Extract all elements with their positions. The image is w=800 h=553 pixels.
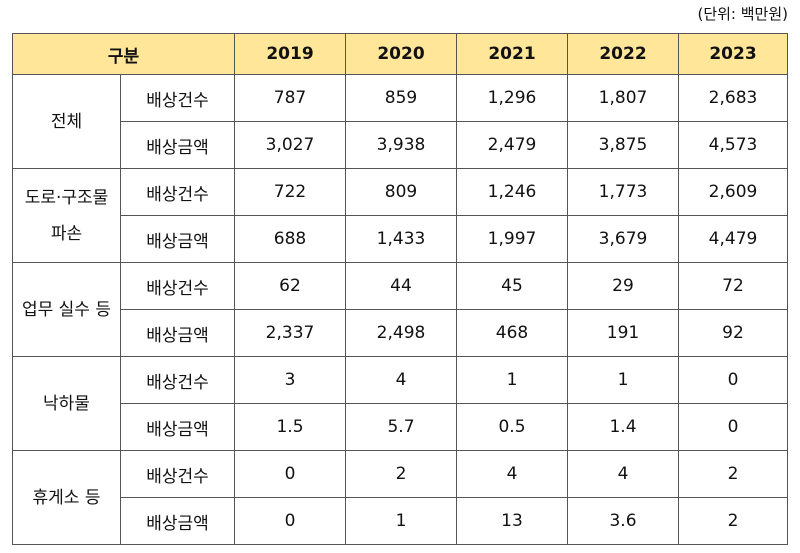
header-year: 2022	[567, 33, 679, 75]
metric-label: 배상금액	[120, 403, 235, 451]
value-cell: 0.5	[456, 403, 568, 451]
value-cell: 1,433	[345, 215, 457, 263]
metric-label: 배상금액	[120, 309, 235, 357]
category-label: 낙하물	[43, 393, 90, 414]
value-cell: 1,773	[567, 168, 679, 216]
value-cell: 3,027	[234, 121, 346, 169]
value-cell: 29	[567, 262, 679, 310]
value-cell: 787	[234, 74, 346, 122]
category-cell: 업무 실수 등	[12, 262, 121, 357]
table-row: 배상금액 2,337 2,498 468 191 92	[13, 309, 788, 357]
value-cell: 2,337	[234, 309, 346, 357]
value-cell: 0	[234, 450, 346, 498]
value-cell: 1,807	[567, 74, 679, 122]
value-cell: 0	[678, 356, 788, 404]
value-cell: 1,296	[456, 74, 568, 122]
value-cell: 688	[234, 215, 346, 263]
header-year: 2023	[678, 33, 788, 75]
header-year: 2019	[234, 33, 346, 75]
table-row: 배상금액 688 1,433 1,997 3,679 4,479	[13, 215, 788, 263]
category-label: 도로·구조물	[24, 187, 109, 208]
value-cell: 72	[678, 262, 788, 310]
value-cell: 45	[456, 262, 568, 310]
table-row: 배상금액 3,027 3,938 2,479 3,875 4,573	[13, 121, 788, 169]
header-year: 2021	[456, 33, 568, 75]
table-row: 배상금액 1.5 5.7 0.5 1.4 0	[13, 403, 788, 451]
value-cell: 3,679	[567, 215, 679, 263]
header-category: 구분	[12, 33, 235, 75]
table-row: 배상금액 0 1 13 3.6 2	[13, 497, 788, 545]
header-row: 구분 2019 2020 2021 2022 2023	[12, 33, 788, 75]
value-cell: 1,246	[456, 168, 568, 216]
value-cell: 5.7	[345, 403, 457, 451]
value-cell: 2,683	[678, 74, 788, 122]
value-cell: 4	[345, 356, 457, 404]
unit-label: (단위: 백만원)	[697, 5, 788, 23]
value-cell: 191	[567, 309, 679, 357]
value-cell: 1.4	[567, 403, 679, 451]
value-cell: 2	[678, 450, 788, 498]
metric-label: 배상건수	[120, 168, 235, 216]
value-cell: 1	[456, 356, 568, 404]
category-cell: 전체	[12, 74, 121, 169]
value-cell: 62	[234, 262, 346, 310]
value-cell: 92	[678, 309, 788, 357]
value-cell: 1	[345, 497, 457, 545]
value-cell: 3	[234, 356, 346, 404]
value-cell: 2	[678, 497, 788, 545]
value-cell: 4	[456, 450, 568, 498]
value-cell: 2,609	[678, 168, 788, 216]
value-cell: 4	[567, 450, 679, 498]
category-label: 파손	[50, 223, 83, 244]
metric-label: 배상건수	[120, 356, 235, 404]
metric-label: 배상금액	[120, 497, 235, 545]
table-row: 도로·구조물 파손 배상건수 722 809 1,246 1,773 2,609	[12, 168, 788, 263]
value-cell: 2	[345, 450, 457, 498]
category-label: 휴게소 등	[32, 487, 101, 508]
metric-label: 배상금액	[120, 215, 235, 263]
value-cell: 809	[345, 168, 457, 216]
table-row: 업무 실수 등 배상건수 62 44 45 29 72	[12, 262, 788, 357]
value-cell: 13	[456, 497, 568, 545]
metric-label: 배상건수	[120, 450, 235, 498]
table-row: 휴게소 등 배상건수 0 2 4 4 2	[12, 450, 788, 545]
value-cell: 44	[345, 262, 457, 310]
metric-label: 배상건수	[120, 262, 235, 310]
value-cell: 1,997	[456, 215, 568, 263]
value-cell: 4,573	[678, 121, 788, 169]
category-cell: 낙하물	[12, 356, 121, 451]
metric-label: 배상건수	[120, 74, 235, 122]
value-cell: 2,498	[345, 309, 457, 357]
value-cell: 4,479	[678, 215, 788, 263]
value-cell: 468	[456, 309, 568, 357]
table-row: 전체 배상건수 787 859 1,296 1,807 2,683	[12, 74, 788, 169]
value-cell: 859	[345, 74, 457, 122]
category-label: 전체	[50, 111, 83, 132]
value-cell: 0	[234, 497, 346, 545]
value-cell: 3,938	[345, 121, 457, 169]
value-cell: 3,875	[567, 121, 679, 169]
compensation-table: 구분 2019 2020 2021 2022 2023 전체 배상건수 787 859…	[12, 33, 788, 545]
value-cell: 722	[234, 168, 346, 216]
value-cell: 0	[678, 403, 788, 451]
category-label: 업무 실수 등	[21, 299, 111, 320]
header-year: 2020	[345, 33, 457, 75]
category-cell: 휴게소 등	[12, 450, 121, 545]
value-cell: 2,479	[456, 121, 568, 169]
metric-label: 배상금액	[120, 121, 235, 169]
value-cell: 1	[567, 356, 679, 404]
value-cell: 1.5	[234, 403, 346, 451]
table-row: 낙하물 배상건수 3 4 1 1 0	[12, 356, 788, 451]
value-cell: 3.6	[567, 497, 679, 545]
